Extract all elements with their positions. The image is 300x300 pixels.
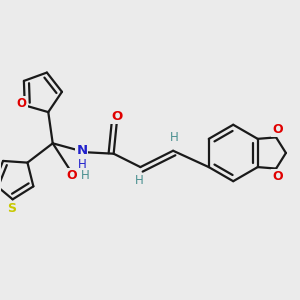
Text: O: O — [111, 110, 122, 123]
Text: H: H — [77, 158, 86, 171]
Text: S: S — [7, 202, 16, 215]
Text: O: O — [17, 98, 27, 110]
Text: O: O — [67, 169, 77, 182]
Text: O: O — [272, 123, 283, 136]
Text: N: N — [76, 144, 87, 157]
Text: H: H — [81, 169, 90, 182]
Text: H: H — [170, 131, 179, 144]
Text: O: O — [272, 169, 283, 182]
Text: H: H — [134, 174, 143, 187]
